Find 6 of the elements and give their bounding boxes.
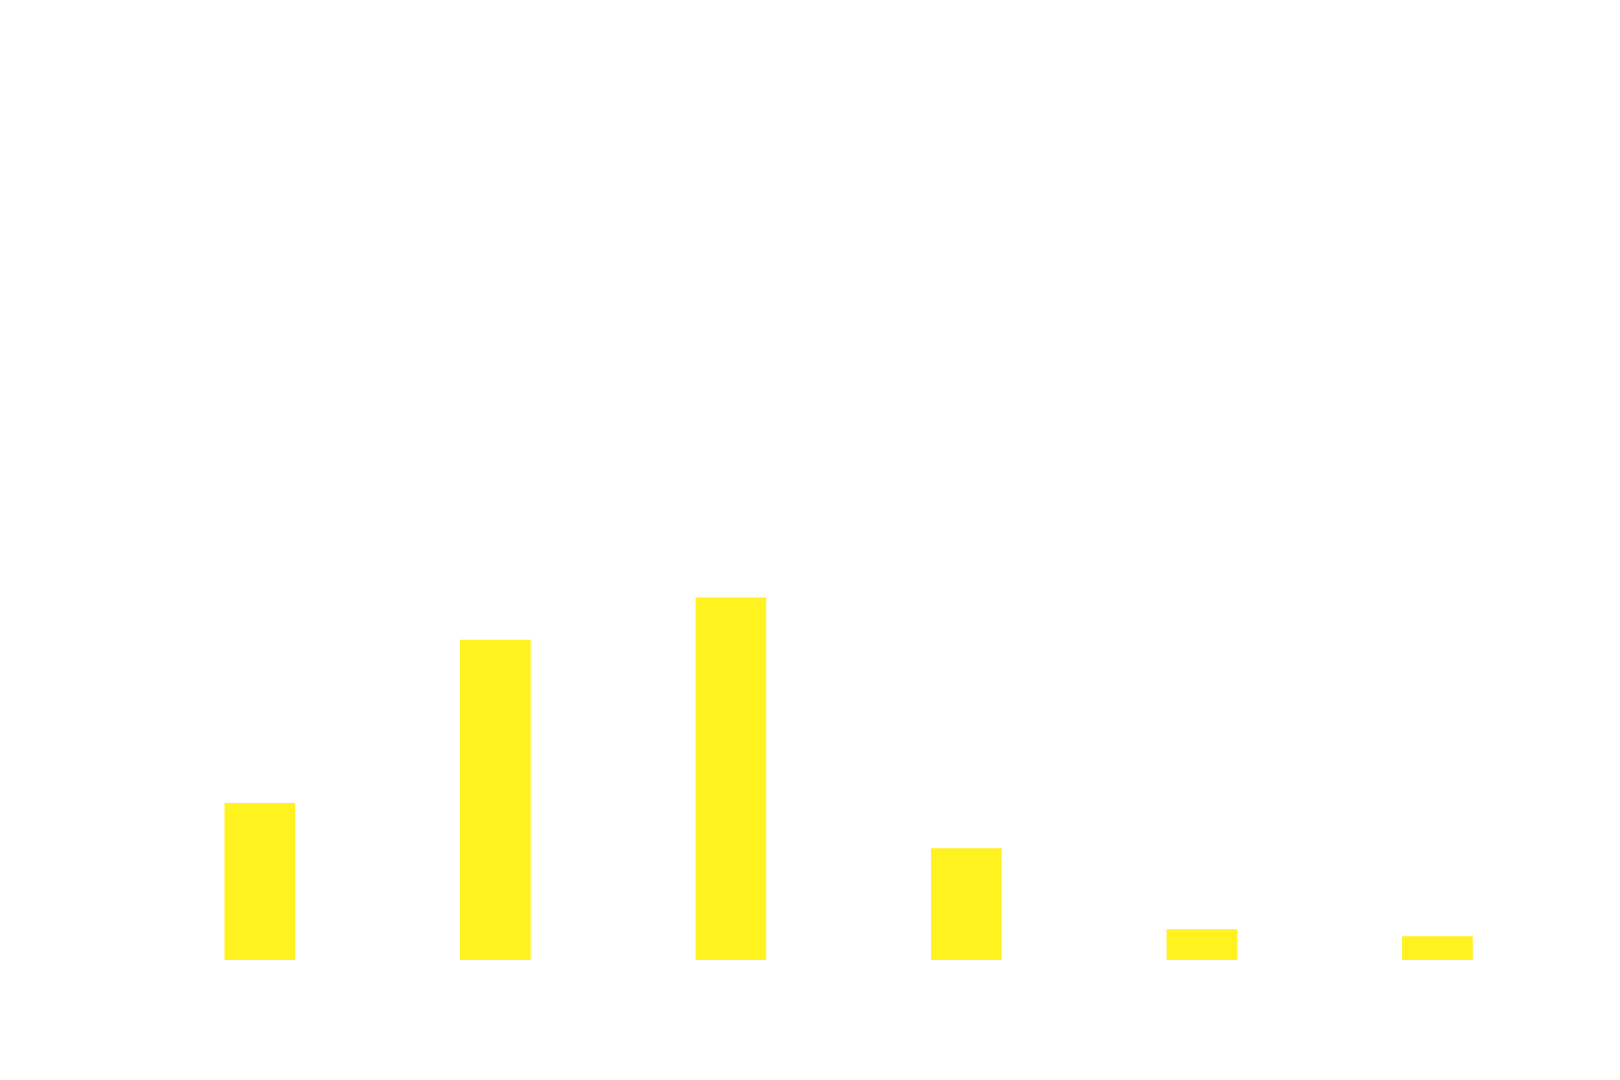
bar (1402, 936, 1473, 961)
bar (695, 597, 767, 961)
bar (224, 802, 296, 961)
bar (931, 848, 1002, 961)
bar (1166, 929, 1238, 961)
bar (460, 639, 531, 961)
